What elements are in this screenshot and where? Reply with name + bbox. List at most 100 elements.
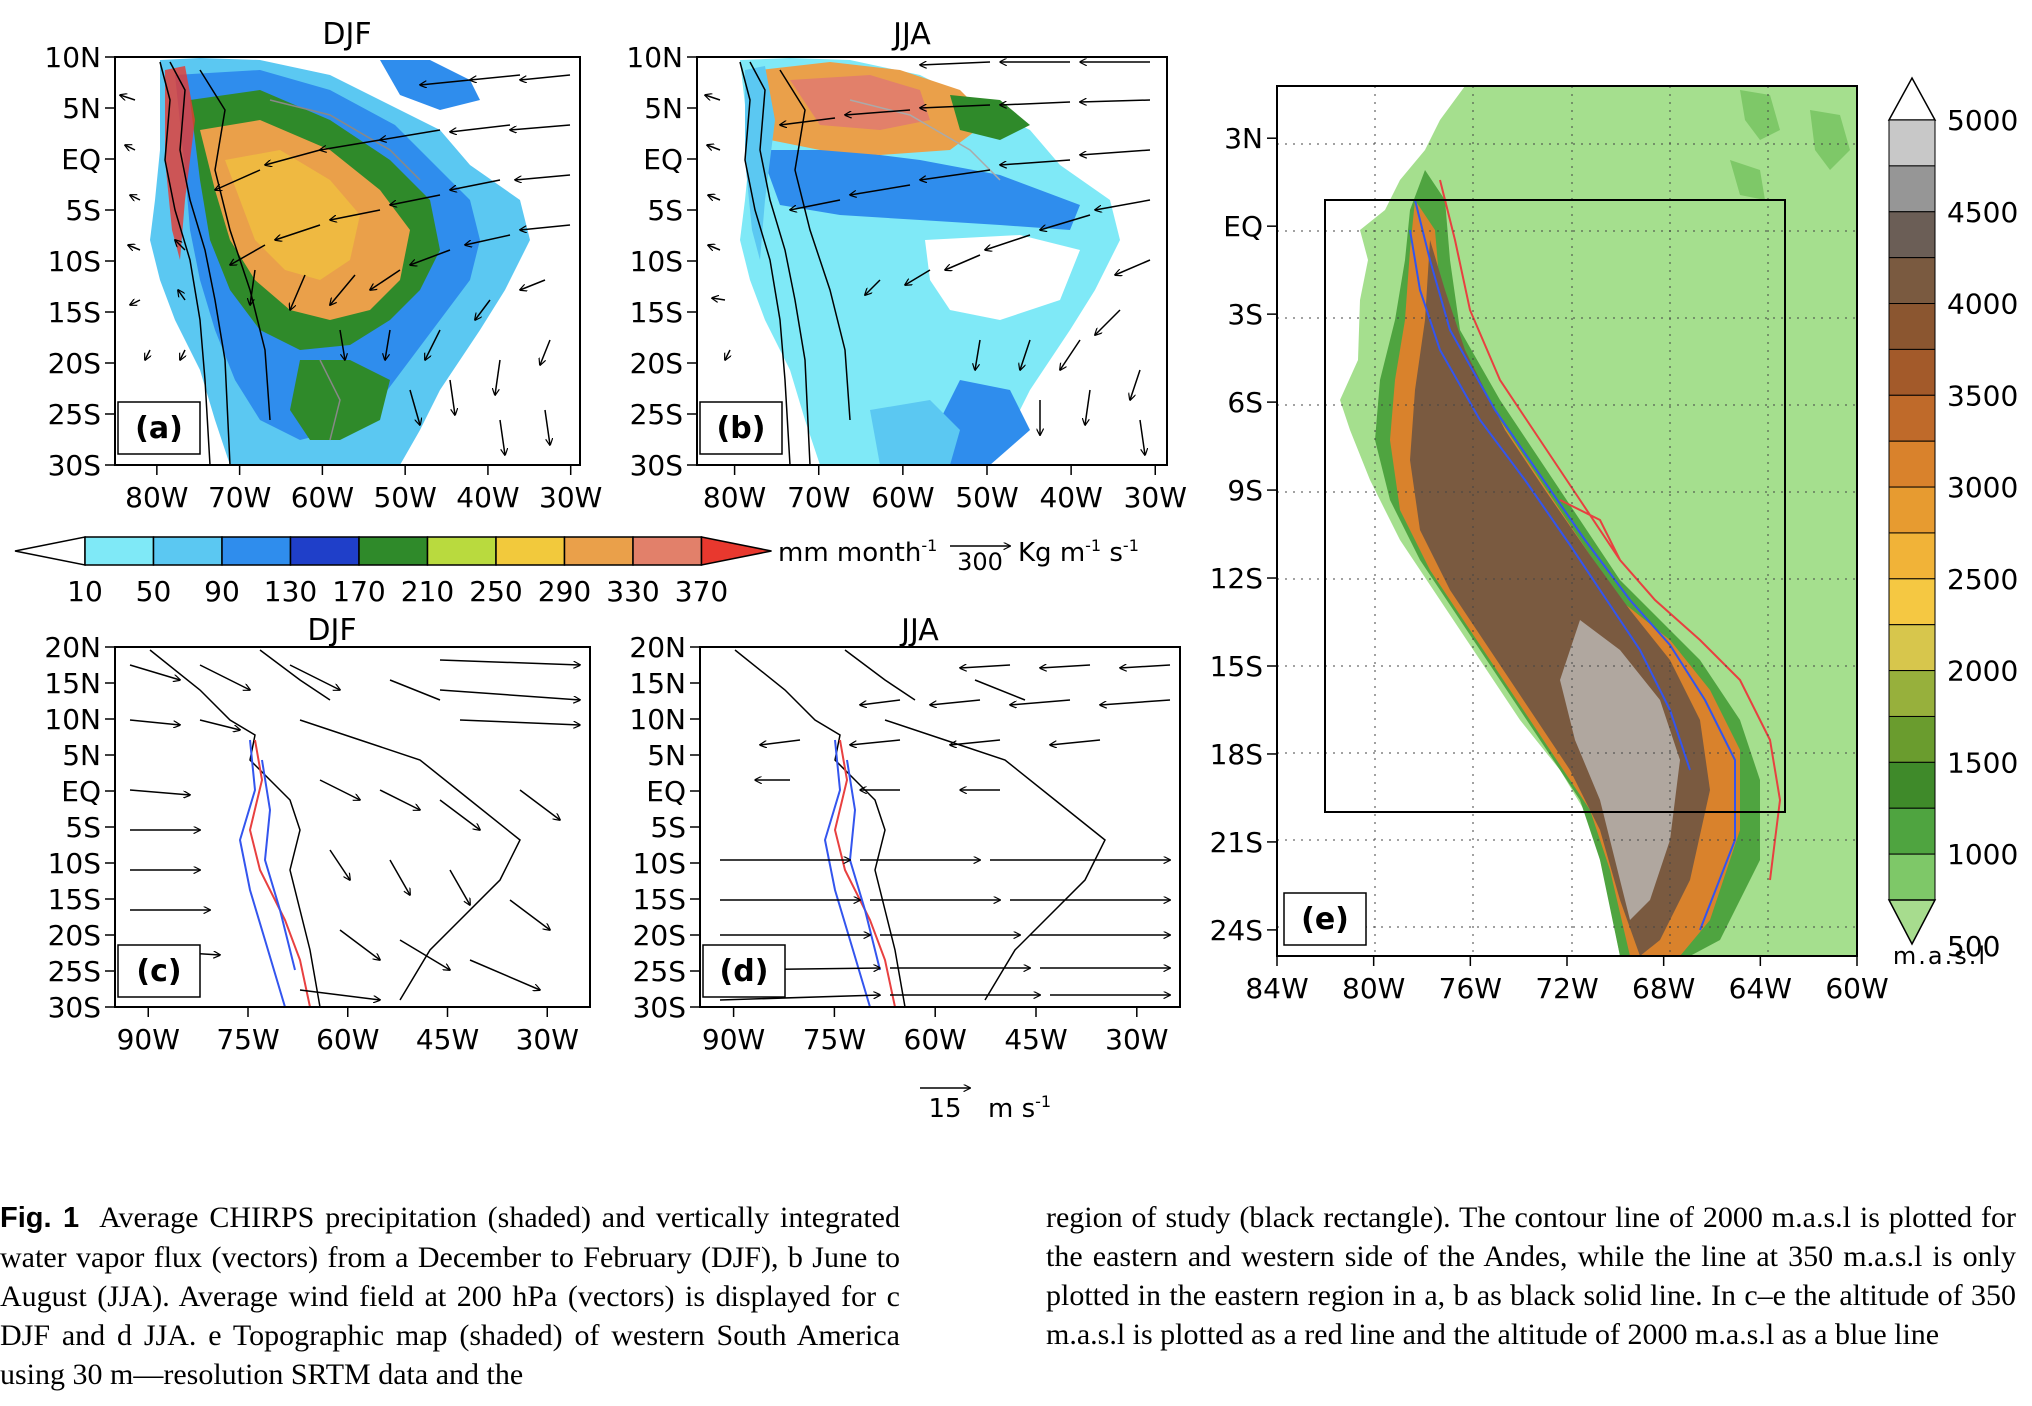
caption-right: region of study (black rectangle). The c… xyxy=(1046,1198,2016,1354)
caption-left: Fig. 1 Average CHIRPS precipitation (sha… xyxy=(0,1198,900,1394)
figure-1: DJF xyxy=(14,17,2018,1124)
y-tick-label: 20N xyxy=(44,631,101,664)
x-tick-label: 68W xyxy=(1632,972,1695,1005)
panel-b-label: (b) xyxy=(717,411,766,446)
x-tick-label: 60W xyxy=(316,1023,379,1056)
elev-colorbar-segment xyxy=(1888,578,1936,626)
panel-e-xticks: 84W 80W 76W 72W 68W 64W 60W xyxy=(1245,956,1889,1005)
panel-e-contour-350 xyxy=(1439,179,1782,881)
panel-c-xticks: 90W 75W 60W 45W 30W xyxy=(117,1007,579,1056)
y-tick-label: 30S xyxy=(48,449,101,482)
x-tick-label: 75W xyxy=(803,1023,866,1056)
colorbar-tick-label: 330 xyxy=(606,575,659,608)
x-tick-label: 60W xyxy=(291,481,354,514)
y-tick-label: 18S xyxy=(1210,738,1263,771)
elevation-units: m.a.s.l xyxy=(1893,942,1987,970)
x-tick-label: 40W xyxy=(456,481,519,514)
elev-colorbar-segment xyxy=(1888,807,1936,855)
y-tick-label: 24S xyxy=(1210,914,1263,947)
elev-colorbar-segment xyxy=(1888,257,1936,305)
colorbar-tick-label: 370 xyxy=(675,575,728,608)
x-tick-label: 30W xyxy=(1124,481,1187,514)
colorbar-segment xyxy=(289,536,360,566)
elev-colorbar-segment xyxy=(1888,670,1936,717)
panel-a-vectors xyxy=(120,74,571,455)
x-tick-label: 30W xyxy=(516,1023,579,1056)
x-tick-label: 60W xyxy=(904,1023,967,1056)
elev-colorbar-top-arrow xyxy=(1887,76,1937,121)
panel-b: JJA xyxy=(626,17,1186,514)
y-tick-label: 15S xyxy=(1210,650,1263,683)
panel-e-yticks: 3N EQ 3S 6S 9S 12S 15S 18S 21S 24S xyxy=(1210,122,1277,947)
elev-colorbar-segment xyxy=(1888,853,1936,901)
elev-colorbar-bottom-arrow xyxy=(1887,899,1937,946)
y-tick-label: 15S xyxy=(48,883,101,916)
svg-text:mm month-1: mm month-1 xyxy=(778,536,937,568)
elev-colorbar-segment xyxy=(1888,211,1936,259)
wind-ref-value: 15 xyxy=(928,1094,961,1124)
y-tick-label: 10N xyxy=(626,41,683,74)
elev-colorbar-segment xyxy=(1888,165,1936,213)
panel-a: DJF xyxy=(44,17,602,514)
x-tick-label: 50W xyxy=(955,481,1018,514)
x-tick-label: 30W xyxy=(539,481,602,514)
elev-colorbar-segment xyxy=(1888,761,1936,809)
colorbar-tick-label: 130 xyxy=(264,575,317,608)
caption-right-text: region of study (black rectangle). The c… xyxy=(1046,1201,2016,1351)
y-tick-label: 10N xyxy=(629,703,686,736)
y-tick-label: EQ xyxy=(61,143,101,176)
y-tick-label: 20S xyxy=(48,347,101,380)
colorbar-segment xyxy=(563,536,634,566)
y-tick-label: 25S xyxy=(633,955,686,988)
colorbar-tick-label: 250 xyxy=(469,575,522,608)
y-tick-label: 3S xyxy=(1227,298,1263,331)
fig-label: Fig. 1 xyxy=(0,1202,80,1234)
panel-b-xticks: 80W 70W 60W 50W 40W 30W xyxy=(703,465,1187,514)
y-tick-label: 10S xyxy=(48,245,101,278)
panel-d-label: (d) xyxy=(720,954,769,989)
colorbar-segment xyxy=(152,536,223,566)
x-tick-label: 90W xyxy=(117,1023,180,1056)
y-tick-label: 15N xyxy=(629,667,686,700)
colorbar-tick-label: 10 xyxy=(67,575,103,608)
y-tick-label: 30S xyxy=(48,991,101,1024)
svg-text:Kg m-1 s-1: Kg m-1 s-1 xyxy=(1018,536,1139,568)
panel-e-gridlines xyxy=(1277,86,1857,956)
elev-colorbar-tick-label: 4500 xyxy=(1947,196,2018,229)
y-tick-label: 3N xyxy=(1224,122,1263,155)
y-tick-label: 20S xyxy=(633,919,686,952)
y-tick-label: 25S xyxy=(48,398,101,431)
elev-colorbar-segment xyxy=(1888,624,1936,672)
flux-reference-vector: 300 Kg m-1 s-1 xyxy=(950,536,1139,576)
precip-colorbar: 10 50 90 130 170 210 250 290 330 370 mm month-1 3… xyxy=(14,536,1139,608)
colorbar-segment xyxy=(358,536,429,566)
x-tick-label: 90W xyxy=(702,1023,765,1056)
y-tick-label: 25S xyxy=(48,955,101,988)
y-tick-label: 15S xyxy=(630,296,683,329)
flux-ref-value: 300 xyxy=(957,548,1003,576)
y-tick-label: 9S xyxy=(1227,474,1263,507)
y-tick-label: 10S xyxy=(48,847,101,880)
panel-e-label-box: (e) xyxy=(1283,892,1367,946)
elev-colorbar-segment xyxy=(1888,348,1936,396)
panel-d-label-box: (d) xyxy=(702,944,786,998)
elev-colorbar-tick-label: 1500 xyxy=(1947,746,2018,779)
panel-d-xticks: 90W 75W 60W 45W 30W xyxy=(702,1007,1168,1056)
y-tick-label: 20N xyxy=(629,631,686,664)
colorbar-tick-label: 210 xyxy=(401,575,454,608)
x-tick-label: 80W xyxy=(1342,972,1405,1005)
colorbar-segment xyxy=(632,536,703,566)
panel-c-contour-350 xyxy=(248,739,311,1007)
colorbar-tick-label: 170 xyxy=(332,575,385,608)
svg-text:m s-1: m s-1 xyxy=(988,1092,1051,1124)
y-tick-label: 5S xyxy=(65,811,101,844)
elev-colorbar-tick-label: 2000 xyxy=(1947,655,2018,688)
wind-reference-vector: 15 m s-1 xyxy=(920,1088,1051,1124)
colorbar-tick-label: 50 xyxy=(136,575,172,608)
precip-units-sup: -1 xyxy=(921,536,937,555)
panel-c-label: (c) xyxy=(136,954,181,989)
study-region-rectangle xyxy=(1324,199,1786,813)
colorbar-segment xyxy=(84,536,155,566)
x-tick-label: 40W xyxy=(1039,481,1102,514)
